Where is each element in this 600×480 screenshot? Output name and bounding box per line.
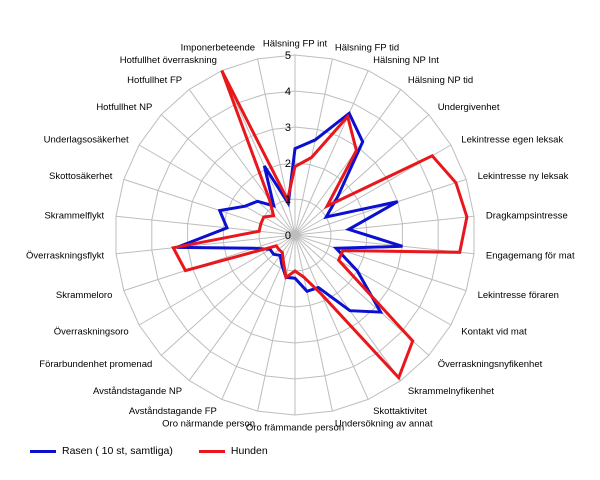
grid-spoke: [294, 58, 333, 236]
legend-item-hunden: Hunden: [198, 445, 268, 457]
category-label: Skrammeloro: [56, 290, 113, 301]
category-label: Underlagsosäkerhet: [44, 135, 129, 146]
category-label: Undersökning av annat: [335, 418, 433, 429]
category-label: Hälsning NP Int: [373, 55, 439, 66]
category-label: Skottosäkerhet: [49, 171, 113, 182]
radial-tick-label: 0: [285, 230, 291, 242]
category-label: Lekintresse egen leksak: [461, 135, 563, 146]
category-label: Avståndstagande FP: [129, 406, 217, 417]
grid-spoke: [115, 234, 296, 255]
category-label: Skottaktivitet: [373, 406, 427, 417]
category-label: Hotfullhet överraskning: [120, 55, 217, 66]
radial-tick-label: 3: [285, 122, 291, 134]
category-label: Hälsning FP int: [263, 39, 328, 50]
category-label: Skrammelflykt: [44, 210, 104, 221]
category-label: Dragkampsintresse: [486, 210, 568, 221]
grid-spoke: [294, 234, 452, 326]
category-label: Engagemang för mat: [486, 251, 575, 262]
series-line-0: [176, 110, 403, 314]
category-label: Oro främmande person: [246, 423, 344, 434]
legend-label-rasen: Rasen ( 10 st, samtliga): [62, 445, 173, 457]
category-label: Undergivenhet: [438, 102, 500, 113]
legend-swatch-hunden: [198, 449, 225, 453]
grid-spoke: [257, 234, 296, 412]
category-label: Överraskningsflykt: [26, 251, 104, 262]
radar-grid: [115, 54, 475, 416]
legend: Rasen ( 10 st, samtliga) Hunden: [30, 445, 268, 457]
grid-spoke: [294, 234, 467, 292]
grid-spoke: [294, 89, 402, 236]
category-label: Hotfullhet FP: [127, 75, 182, 86]
radial-tick-label: 4: [285, 86, 291, 98]
category-label: Förarbundenhet promenad: [39, 359, 152, 370]
grid-spoke: [294, 70, 369, 236]
category-label: Lekintresse ny leksak: [478, 171, 569, 182]
grid-spoke: [294, 114, 430, 236]
category-label: Överraskningsoro: [54, 327, 129, 338]
grid-spoke: [294, 215, 475, 236]
legend-label-hunden: Hunden: [230, 445, 268, 457]
radial-tick-label: 2: [285, 158, 291, 170]
grid-spoke: [115, 215, 296, 236]
category-label: Avståndstagande NP: [93, 386, 182, 397]
category-label: Imponerbeteende: [181, 43, 255, 54]
grid-spoke: [221, 70, 296, 236]
grid-spoke: [294, 178, 467, 236]
category-label: Skrammelnyfikenhet: [408, 386, 494, 397]
radial-tick-label: 1: [285, 194, 291, 206]
category-label: Hälsning FP tid: [335, 43, 399, 54]
grid-spoke: [294, 234, 333, 412]
grid-spoke: [138, 144, 296, 236]
radar-series: [171, 69, 469, 381]
category-label: Oro närmande person: [162, 418, 255, 429]
grid-spoke: [188, 234, 296, 381]
category-label: Kontakt vid mat: [461, 327, 527, 338]
legend-swatch-rasen: [30, 449, 56, 453]
grid-spoke: [188, 89, 296, 236]
category-label: Överraskningsnyfikenhet: [438, 359, 543, 370]
grid-spoke: [294, 234, 369, 400]
radial-tick-label: 5: [285, 50, 291, 62]
legend-item-rasen: Rasen ( 10 st, samtliga): [30, 445, 173, 457]
category-label: Hälsning NP tid: [408, 75, 473, 86]
category-label: Hotfullhet NP: [96, 102, 152, 113]
grid-spoke: [123, 178, 296, 236]
category-label: Lekintresse föraren: [478, 290, 559, 301]
